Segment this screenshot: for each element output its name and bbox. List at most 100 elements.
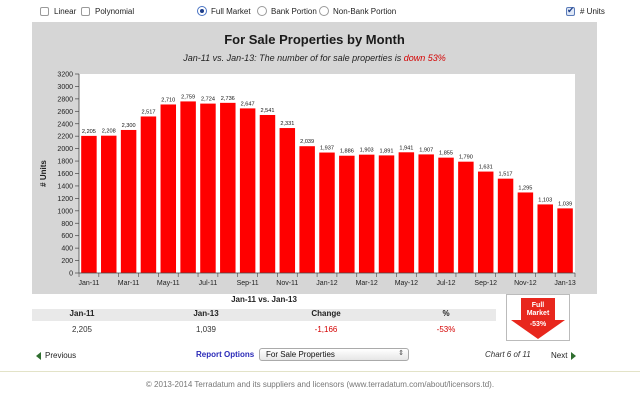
- report-options-label: Report Options: [196, 350, 255, 359]
- bar: [497, 178, 514, 273]
- non-bank-portion-label: Non-Bank Portion: [333, 6, 397, 16]
- summary-header-percent: %: [442, 309, 450, 318]
- bank-portion-option[interactable]: Bank Portion: [257, 4, 317, 18]
- polynomial-option[interactable]: Polynomial: [81, 4, 134, 18]
- summary-title: Jan-11 vs. Jan-13: [231, 295, 297, 304]
- bar-value-label: 1,937: [320, 146, 334, 152]
- bar: [537, 204, 553, 273]
- units-option[interactable]: # Units: [566, 4, 605, 18]
- bar: [398, 152, 415, 273]
- report-options-select[interactable]: For Sale Properties ⇕: [259, 348, 409, 361]
- bank-portion-label: Bank Portion: [271, 6, 317, 16]
- bar: [220, 102, 236, 273]
- bar-value-label: 1,103: [538, 197, 552, 203]
- y-tick-label: 600: [61, 233, 73, 240]
- polynomial-label: Polynomial: [95, 6, 135, 16]
- y-tick-label: 3000: [57, 84, 73, 91]
- report-selected-value: For Sale Properties: [266, 350, 335, 359]
- x-tick-label: Mar-12: [356, 280, 378, 287]
- x-tick-label: Jul-11: [199, 280, 218, 287]
- bar-value-label: 1,631: [479, 165, 493, 171]
- bar-value-label: 1,790: [459, 155, 473, 161]
- y-tick-label: 2400: [57, 121, 73, 128]
- summary-header-row: Jan-11 Jan-13 Change %: [32, 309, 496, 321]
- bar-value-label: 1,903: [360, 148, 374, 154]
- summary-header-end: Jan-13: [193, 309, 219, 318]
- next-label: Next: [551, 351, 568, 360]
- x-tick-label: Sep-12: [474, 280, 497, 287]
- non-bank-portion-option[interactable]: Non-Bank Portion: [319, 4, 396, 18]
- bar: [458, 161, 474, 273]
- y-tick-label: 2600: [57, 109, 73, 116]
- polynomial-checkbox[interactable]: [81, 6, 90, 16]
- y-tick-label: 1400: [57, 183, 73, 190]
- linear-label: Linear: [54, 6, 77, 16]
- x-tick-label: May-12: [395, 280, 418, 287]
- bar-value-label: 1,886: [340, 149, 354, 155]
- full-market-radio[interactable]: [197, 6, 207, 16]
- y-tick-label: 1600: [57, 171, 73, 178]
- bar-value-label: 2,736: [221, 96, 235, 102]
- chart-title: For Sale Properties by Month: [224, 32, 405, 47]
- bar: [418, 154, 434, 273]
- down-arrow-icon: [511, 298, 565, 339]
- x-tick-label: Nov-12: [514, 280, 537, 287]
- y-tick-label: 0: [69, 271, 73, 278]
- x-tick-label: Jan-11: [78, 280, 99, 287]
- y-tick-label: 200: [61, 258, 73, 265]
- units-checkbox[interactable]: [566, 5, 575, 16]
- bar: [358, 154, 375, 273]
- bar: [160, 104, 177, 273]
- summary-value-percent: -53%: [436, 325, 456, 334]
- bar: [438, 157, 454, 273]
- bar: [279, 128, 296, 273]
- x-tick-label: Jul-12: [437, 280, 456, 287]
- bar-value-label: 2,647: [241, 101, 255, 107]
- bar-value-label: 2,300: [122, 123, 136, 129]
- copyright-footer: © 2013-2014 Terradatum and its suppliers…: [145, 380, 495, 389]
- y-tick-label: 2200: [57, 134, 73, 141]
- bar-value-label: 2,724: [201, 97, 215, 103]
- y-tick-label: 1200: [57, 196, 73, 203]
- linear-option[interactable]: Linear: [40, 4, 76, 18]
- linear-checkbox[interactable]: [40, 6, 49, 16]
- y-tick-label: 1800: [57, 159, 73, 166]
- bar-value-label: 1,907: [419, 147, 433, 153]
- bar: [477, 171, 494, 273]
- badge-line-1: Full: [531, 302, 545, 309]
- bar-chart: # Units 0 200 400 600 800 1000 1200 1400 1600 1800…: [39, 72, 576, 288]
- non-bank-portion-radio[interactable]: [319, 6, 329, 16]
- y-tick-label: 3200: [57, 72, 73, 79]
- summary-header-start: Jan-11: [69, 309, 95, 318]
- bar-value-label: 2,710: [161, 97, 175, 103]
- x-tick-label: Sep-11: [237, 280, 259, 287]
- previous-link[interactable]: Previous: [36, 351, 76, 360]
- full-market-option[interactable]: Full Market: [197, 4, 251, 18]
- next-link[interactable]: Next: [551, 351, 577, 360]
- subtitle-text: Jan-11 vs. Jan-13: The number of for sal…: [183, 53, 404, 63]
- bar: [319, 152, 335, 273]
- bank-portion-radio[interactable]: [257, 6, 267, 16]
- bar: [239, 108, 256, 274]
- x-tick-label: Mar-11: [118, 280, 140, 287]
- comparison-summary: Jan-11 vs. Jan-13 Jan-11 Jan-13 Change %…: [32, 295, 496, 334]
- y-tick-label: 800: [61, 221, 73, 228]
- bar: [101, 135, 117, 273]
- chart-panel: For Sale Properties by Month Jan-11 vs. …: [32, 22, 597, 294]
- y-tick-label: 400: [61, 246, 73, 253]
- full-market-badge: Full Market -53%: [506, 294, 570, 341]
- bar-value-label: 1,039: [558, 201, 572, 207]
- bar: [259, 114, 276, 273]
- summary-header-change: Change: [311, 309, 341, 318]
- bar-value-label: 1,855: [439, 151, 453, 157]
- bar: [81, 135, 97, 273]
- chart-options-bar: Linear Polynomial Full Market Bank Porti…: [0, 0, 640, 22]
- subtitle-change: down 53%: [403, 53, 446, 63]
- y-tick-label: 1000: [57, 208, 73, 215]
- bar-value-label: 1,295: [518, 185, 532, 191]
- previous-label: Previous: [45, 351, 77, 360]
- bar-value-label: 2,759: [181, 94, 195, 100]
- bar-value-label: 1,517: [499, 172, 513, 178]
- y-tick-label: 2000: [57, 146, 73, 153]
- footer-divider: [0, 371, 640, 372]
